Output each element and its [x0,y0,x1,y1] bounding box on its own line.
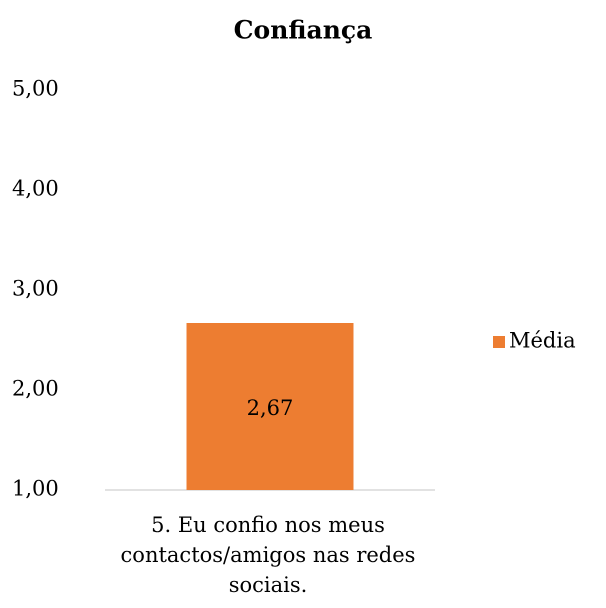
y-tick-label: 2,00 [12,377,59,401]
legend-label: Média [509,329,576,353]
y-tick-label: 1,00 [12,477,59,501]
y-tick-label: 3,00 [12,277,59,301]
chart-title: Confiança [234,16,373,45]
y-tick-label: 4,00 [12,177,59,201]
x-tick-label: 5. Eu confio nos meus contactos/amigos n… [120,513,416,597]
value-label: 2,67 [247,396,294,420]
y-tick-label: 5,00 [12,77,59,101]
legend-swatch [493,336,505,348]
bar [186,323,354,490]
